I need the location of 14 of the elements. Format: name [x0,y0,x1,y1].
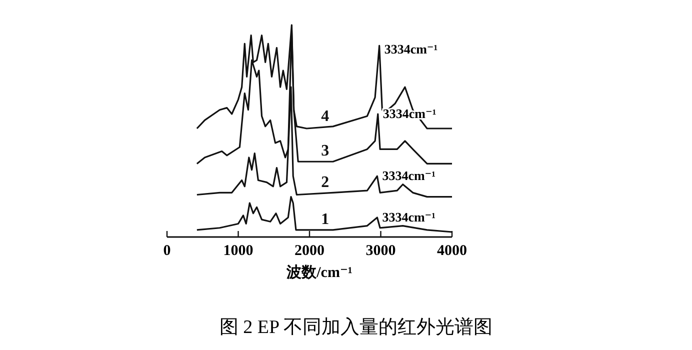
annotation: 3334cm⁻¹ [382,210,436,225]
x-tick-label: 0 [163,243,171,259]
series-label: 1 [321,210,330,228]
text: 图 2 EP 不同加入量的红外光谱图 [219,316,493,338]
x-tick-label: 4000 [437,243,467,259]
series-label: 2 [321,174,330,192]
series-label: 4 [321,108,330,126]
x-tick-label: 3000 [366,243,396,259]
annotation: 3334cm⁻¹ [382,168,436,184]
x-axis-title: 波数/cm⁻¹ [286,264,352,281]
x-tick-label: 1000 [223,243,254,259]
series-label: 3 [321,142,330,160]
x-tick-label: 2000 [294,243,324,259]
annotation: 3334cm⁻¹ [384,42,438,57]
